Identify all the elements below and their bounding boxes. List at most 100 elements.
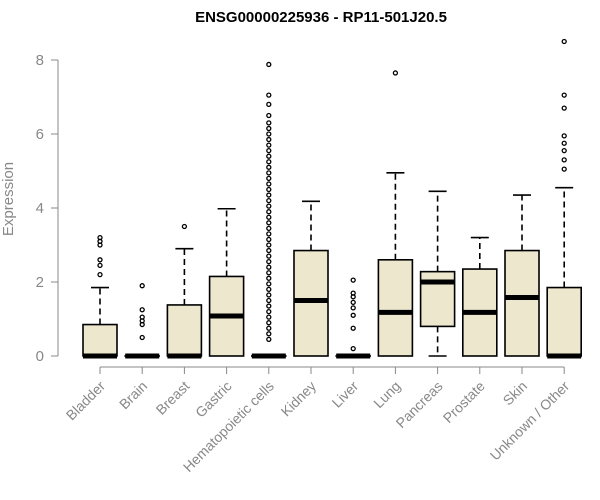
outlier-point [139,307,145,313]
outlier-point [266,120,272,126]
outlier-point [266,231,272,237]
outlier-point [266,253,272,259]
outlier-point [561,166,567,172]
outlier-point [97,262,103,269]
outlier-point [266,153,272,159]
outlier-point [561,105,567,111]
outlier-point [350,305,356,311]
x-tick-label: Kidney [278,378,320,420]
outlier-point [266,175,272,182]
box-skin [504,194,540,357]
box-rect [377,258,414,357]
outlier-point [266,264,272,270]
outlier-point [266,275,272,281]
y-axis-label: Expression [0,162,17,236]
outlier-point [139,283,145,289]
x-tick-label: Skin [500,378,531,409]
outlier-point [561,157,567,163]
outlier-point [266,209,272,215]
outlier-point [266,197,272,204]
outlier-point [266,159,272,165]
x-tick-label: Bladder [63,378,109,424]
box-rect [82,323,118,357]
outlier-point [266,101,272,108]
outlier-point [561,92,567,98]
box-liver [335,277,372,359]
box-hematopoietic-cells [251,61,287,359]
outlier-point [266,297,272,304]
outlier-point [266,281,272,287]
outlier-point [266,236,272,243]
outlier-point [266,303,272,309]
outlier-point [266,92,272,98]
x-tick-label: Breast [153,378,193,418]
y-tick-label: 6 [36,126,44,143]
outlier-point [350,345,356,352]
boxes-group [82,38,583,359]
outlier-point [266,314,272,320]
outlier-point [266,186,272,193]
outlier-point [266,170,272,176]
y-tick-label: 2 [36,274,44,291]
outlier-point [266,247,272,254]
box-rect [546,286,583,357]
outlier-point [266,270,272,276]
outlier-point [266,61,272,68]
outlier-point [97,257,103,263]
x-tick-label: Prostate [440,378,488,426]
outlier-point [266,181,272,187]
outlier-point [266,258,272,265]
box-prostate [461,236,498,357]
x-tick-label: Lung [370,378,403,411]
outlier-point [97,234,103,241]
outlier-point [266,242,272,248]
outlier-point [266,147,272,154]
outlier-point [266,325,272,331]
box-rect [293,249,329,357]
outlier-point [266,286,272,293]
outlier-point [350,299,356,306]
y-tick-label: 8 [36,52,44,69]
x-tick-label: Brain [116,378,150,412]
outlier-point [561,147,567,154]
outlier-point [266,112,272,119]
outlier-point [266,292,272,298]
outlier-point [266,336,272,343]
y-tick-label: 0 [36,348,44,365]
outlier-point [350,290,356,296]
outlier-point [561,133,567,139]
box-brain [124,283,160,359]
outlier-point [266,225,272,232]
x-tick-label: Unknown / Other [487,378,573,464]
outlier-point [266,136,272,143]
outlier-point [139,314,145,320]
outlier-point [266,203,272,209]
outlier-point [561,38,567,45]
outlier-point [266,142,272,148]
outlier-point [350,325,356,331]
box-unknown-other [546,38,583,359]
outlier-point [561,140,567,146]
y-tick-label: 4 [36,200,44,217]
outlier-point [266,164,272,170]
outlier-point [139,334,145,341]
outlier-point [266,320,272,326]
outlier-point [181,223,188,230]
chart-title: ENSG00000225936 - RP11-501J20.5 [195,9,447,26]
box-breast [166,223,203,359]
outlier-point [97,271,103,278]
outlier-point [266,214,272,220]
box-rect [504,249,540,357]
box-rect [166,304,203,357]
outlier-point [266,220,272,226]
outlier-point [266,331,272,337]
x-tick-label: Liver [329,378,362,411]
x-tick-label: Pancreas [393,378,446,431]
box-lung [377,70,414,357]
box-kidney [293,200,329,357]
box-bladder [82,234,118,359]
outlier-point [266,131,272,137]
outlier-point [350,277,356,283]
